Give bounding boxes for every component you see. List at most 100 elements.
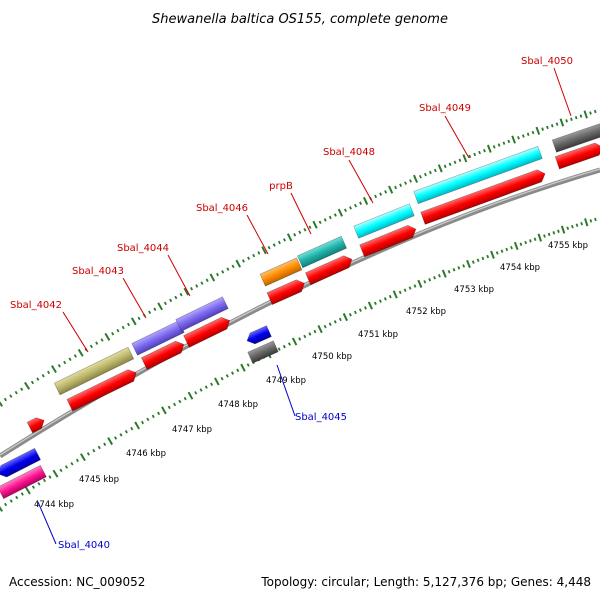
cds-sbal-4043 — [140, 340, 185, 370]
inner-tick — [367, 301, 373, 310]
gene-label-forward: Sbal_4049 — [419, 103, 471, 114]
outer-tick — [226, 267, 230, 271]
inner-tick — [103, 442, 107, 447]
inner-tick — [75, 458, 80, 463]
outer-tick — [535, 126, 541, 135]
inner-tick — [323, 324, 327, 329]
outer-tick — [216, 272, 220, 277]
gene-label-forward: Sbal_4043 — [72, 266, 124, 277]
outer-tick — [157, 302, 163, 311]
outer-tick — [318, 220, 322, 225]
gene-callouts: Sbal_4042 Sbal_4043 Sbal_4044 Sbal_4046 prpB… — [10, 56, 573, 551]
inner-tick — [433, 275, 436, 280]
outer-tick — [589, 111, 592, 115]
inner-tick — [333, 320, 337, 324]
inner-tick — [64, 465, 69, 469]
outer-tick — [190, 287, 194, 291]
inner-tick — [15, 495, 19, 500]
outer-tick — [247, 256, 251, 261]
inner-tick — [383, 297, 387, 301]
inner-tick — [9, 499, 13, 503]
inner-tick — [378, 299, 382, 303]
outer-tick — [453, 160, 457, 165]
outer-tick — [57, 364, 61, 368]
inner-tick — [373, 301, 377, 306]
callout-leader — [122, 277, 147, 319]
inner-tick — [146, 417, 150, 422]
outer-tick — [507, 139, 511, 144]
outer-tick — [363, 196, 369, 206]
gene-body-sbal-4048 — [353, 203, 415, 239]
outer-tick — [349, 206, 352, 210]
outer-tick — [241, 259, 245, 263]
inner-tick — [481, 256, 485, 261]
outer-tick — [308, 225, 312, 229]
inner-tick — [20, 492, 24, 496]
outer-tick — [492, 145, 496, 149]
inner-tick — [59, 468, 63, 473]
inner-tick — [441, 269, 447, 278]
outer-tick — [344, 208, 347, 213]
gene-body-sbal-4044 — [175, 296, 229, 332]
outer-tick — [221, 270, 225, 274]
outer-tick — [95, 341, 99, 345]
inner-tick — [438, 273, 441, 278]
inner-tick — [107, 437, 114, 446]
outer-tick — [24, 381, 31, 390]
outer-tick — [583, 110, 588, 119]
outer-tick — [286, 233, 293, 242]
inner-tick — [552, 231, 556, 235]
outer-tick — [333, 213, 337, 217]
inner-tick — [584, 218, 589, 227]
cds-sbal-4048 — [359, 225, 417, 258]
kbp-label: 4746 kbp — [126, 449, 166, 459]
outer-tick — [437, 164, 443, 173]
outer-tick — [272, 243, 276, 247]
kbp-label: 4745 kbp — [79, 475, 119, 485]
inner-tick — [287, 342, 291, 346]
inner-tick — [204, 385, 208, 389]
inner-tick — [173, 402, 177, 407]
inner-tick — [31, 485, 35, 489]
outer-tick — [14, 390, 18, 395]
inner-tick — [328, 322, 332, 326]
inner-tick — [70, 461, 74, 466]
cds-sbal-4046 — [266, 279, 305, 306]
outer-tick — [473, 152, 477, 157]
inner-tick — [282, 344, 286, 349]
inner-tick — [37, 482, 41, 486]
outer-tick — [183, 287, 190, 296]
outer-tick — [41, 373, 45, 378]
inner-tick — [490, 250, 495, 259]
feature-track — [0, 123, 600, 500]
inner-tick — [140, 420, 145, 425]
outer-tick — [374, 194, 378, 199]
inner-tick — [342, 313, 348, 322]
inner-tick — [119, 433, 123, 437]
inner-tick — [543, 234, 546, 238]
inner-tick-track — [0, 217, 597, 512]
kbp-label: 4753 kbp — [454, 285, 494, 295]
inner-tick — [291, 337, 298, 346]
outer-tick — [323, 218, 327, 222]
outer-tick — [293, 233, 297, 237]
inner-tick — [589, 219, 593, 223]
gene-label-reverse: Sbal_4040 — [58, 540, 110, 551]
cds-fragment — [26, 417, 45, 434]
gene-label-forward: Sbal_4050 — [521, 56, 573, 67]
inner-tick — [447, 270, 451, 274]
inner-tick — [392, 290, 398, 299]
inner-tick — [317, 325, 323, 334]
outer-tick — [448, 162, 452, 167]
inner-tick — [457, 266, 461, 270]
inner-tick — [24, 486, 31, 495]
inner-tick — [363, 306, 367, 310]
inner-tick — [130, 426, 134, 431]
inner-tick — [500, 249, 504, 253]
callout-leader — [37, 501, 57, 545]
outer-tick — [298, 230, 302, 234]
callout-leader — [290, 192, 312, 235]
outer-tick — [462, 154, 468, 163]
inner-tick — [338, 317, 342, 322]
